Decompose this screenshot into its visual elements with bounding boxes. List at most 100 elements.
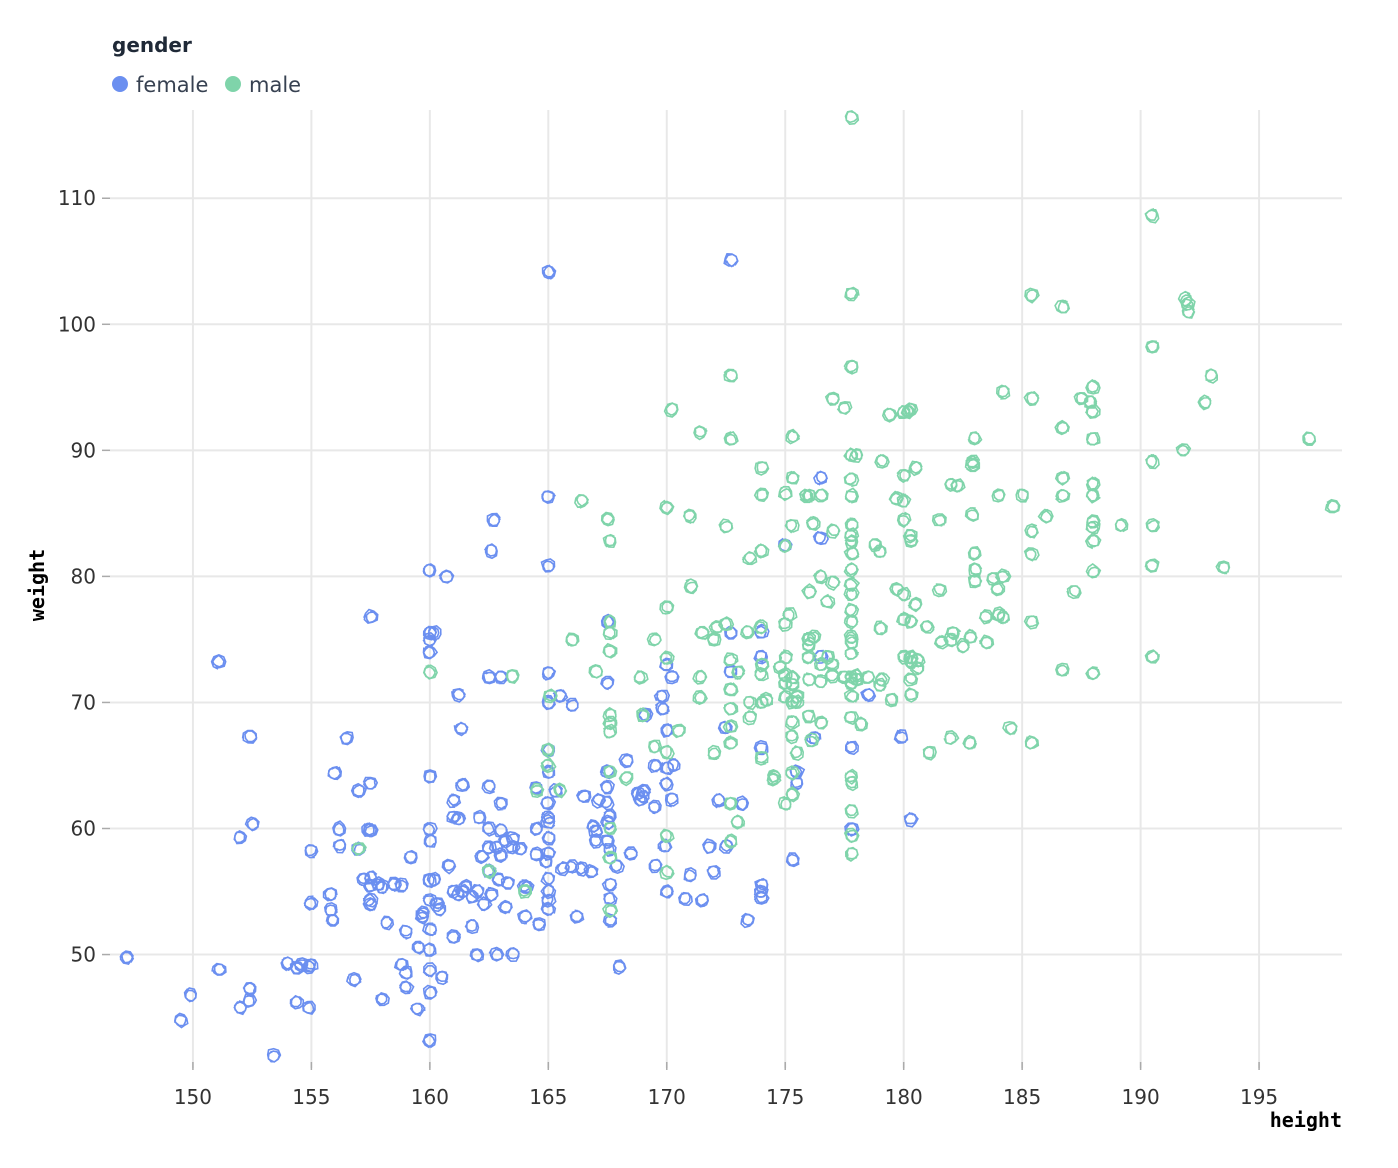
data-point-female (242, 993, 258, 1008)
y-tick-label: 60 (71, 817, 96, 841)
data-point-male (542, 688, 558, 704)
data-point-male (785, 765, 801, 781)
data-point-male (648, 739, 663, 754)
data-point-male (530, 782, 545, 799)
data-point-female (532, 917, 547, 932)
data-point-male (1054, 419, 1070, 436)
data-point-male (671, 723, 686, 739)
data-point-male (896, 468, 911, 484)
data-point-male (1002, 720, 1018, 736)
x-tick-label: 185 (1003, 1085, 1041, 1109)
data-point-male (1084, 532, 1102, 550)
data-point-female (893, 729, 909, 744)
data-point-male (1054, 470, 1071, 486)
data-point-female (446, 793, 462, 809)
data-point-male (659, 864, 675, 881)
data-point-male (967, 545, 982, 561)
data-point-male (1024, 287, 1040, 304)
legend-title: gender (112, 33, 192, 57)
data-point-female (599, 779, 615, 795)
data-point-male (931, 513, 947, 527)
data-point-male (723, 833, 738, 850)
data-point-female (173, 1012, 189, 1029)
data-point-female (289, 994, 305, 1010)
data-point-male (1055, 662, 1070, 677)
data-point-female (658, 657, 674, 672)
data-point-female (411, 940, 426, 955)
data-point-male (1085, 563, 1102, 579)
data-point-male (723, 368, 738, 383)
data-point-female (453, 721, 469, 737)
legend-entry-male[interactable]: male (225, 73, 301, 97)
y-tick-label: 50 (71, 943, 96, 967)
x-tick-label: 155 (292, 1085, 330, 1109)
data-point-male (1204, 368, 1218, 384)
data-point-female (374, 991, 390, 1007)
data-point-male (602, 723, 618, 739)
data-point-male (1066, 585, 1082, 600)
data-point-female (362, 776, 379, 790)
data-point-male (1144, 207, 1160, 224)
data-point-female (325, 913, 340, 927)
data-point-male (844, 286, 860, 302)
data-point-female (505, 839, 521, 855)
data-point-male (843, 614, 859, 630)
data-point-female (740, 912, 756, 929)
data-point-female (812, 530, 829, 546)
legend-entry-female[interactable]: female (112, 73, 208, 97)
data-point-female (483, 543, 498, 560)
data-point-male (723, 652, 739, 667)
grid-layer (110, 110, 1342, 1068)
data-point-male (723, 735, 738, 750)
data-point-male (801, 583, 818, 600)
data-point-female (493, 847, 509, 864)
data-point-female (119, 950, 135, 965)
data-point-female (554, 861, 570, 877)
data-point-male (517, 883, 532, 899)
data-point-male (908, 460, 923, 477)
data-point-female (664, 792, 679, 808)
data-point-male (1145, 517, 1161, 533)
data-point-female (484, 886, 499, 903)
data-point-male (663, 402, 679, 418)
data-point-female (540, 893, 557, 908)
data-point-male (860, 670, 876, 684)
data-point-female (586, 819, 602, 833)
data-point-male (1215, 560, 1231, 575)
data-point-female (370, 875, 386, 891)
data-point-female (362, 897, 378, 912)
data-point-female (422, 821, 438, 836)
data-point-male (784, 715, 800, 731)
data-point-female (242, 981, 257, 997)
data-point-male (802, 672, 817, 687)
data-point-female (423, 833, 437, 848)
data-point-male (723, 431, 739, 446)
data-point-male (659, 650, 675, 665)
data-point-female (753, 884, 769, 898)
data-point-male (742, 709, 758, 726)
data-point-male (843, 827, 860, 844)
data-point-female (541, 490, 557, 504)
data-point-male (874, 672, 891, 687)
data-point-female (600, 814, 615, 831)
y-tick-label: 70 (71, 690, 96, 714)
data-point-female (427, 625, 442, 641)
data-point-male (782, 607, 798, 622)
data-point-male (843, 562, 859, 578)
legend-swatch-male (225, 76, 241, 92)
data-point-female (300, 959, 316, 975)
data-point-male (844, 602, 860, 619)
data-point-female (323, 901, 338, 917)
data-point-male (945, 626, 962, 641)
data-point-female (426, 871, 442, 887)
data-point-female (302, 1000, 316, 1016)
data-point-female (711, 792, 727, 809)
data-point-male (692, 689, 708, 706)
data-point-female (812, 470, 828, 486)
data-point-male (730, 814, 746, 830)
data-point-female (322, 887, 338, 902)
data-point-female (500, 876, 515, 890)
data-point-male (903, 672, 919, 687)
data-point-male (659, 499, 675, 516)
